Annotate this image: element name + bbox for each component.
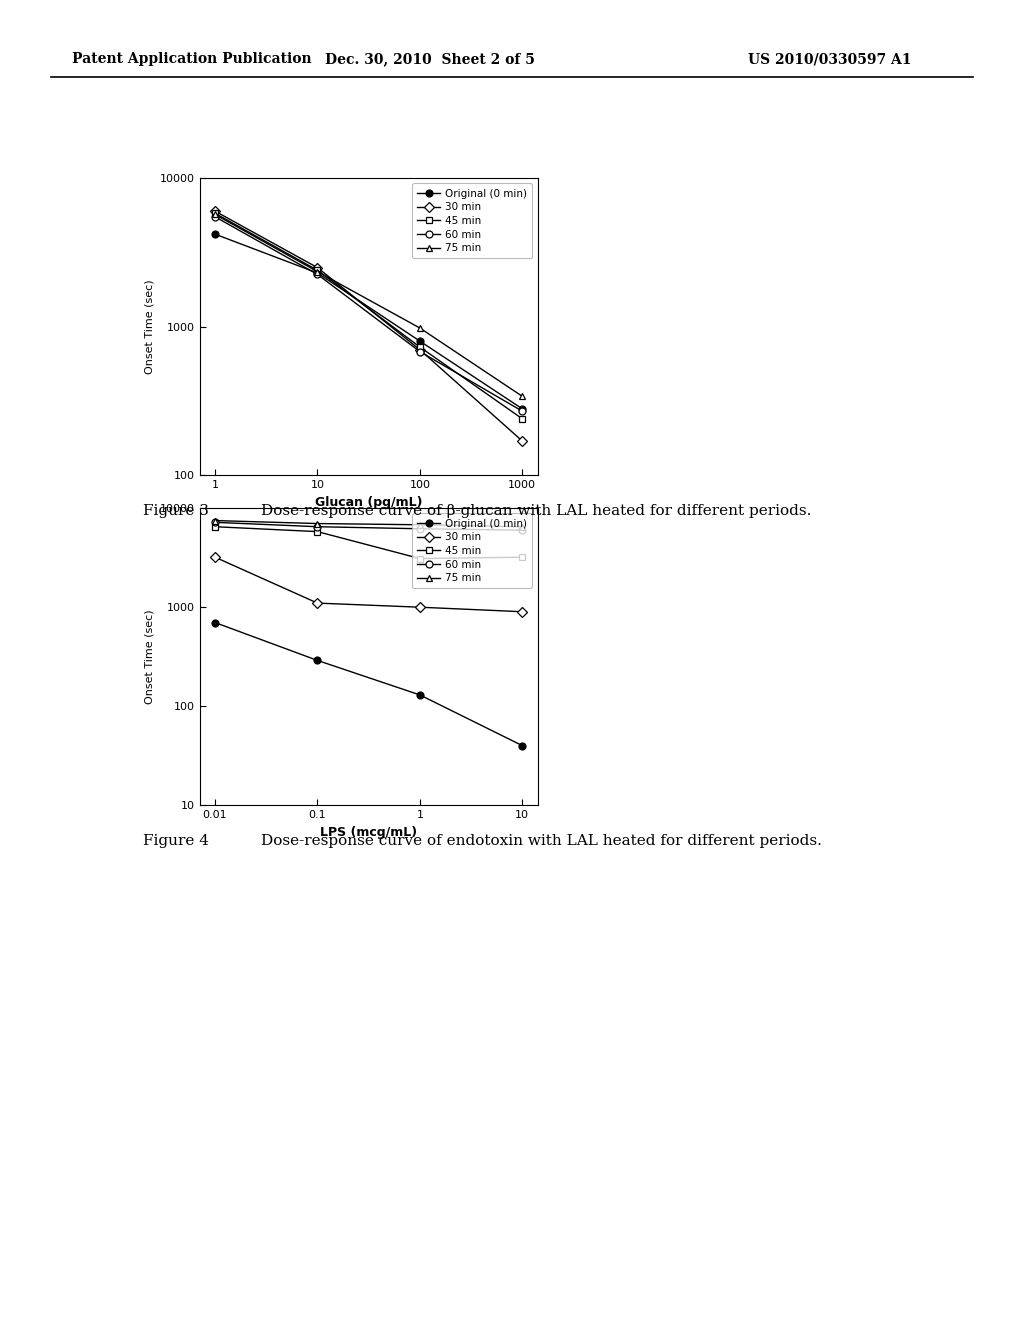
X-axis label: Glucan (pg/mL): Glucan (pg/mL) xyxy=(315,495,422,508)
Y-axis label: Onset Time (sec): Onset Time (sec) xyxy=(144,280,155,374)
Text: Dec. 30, 2010  Sheet 2 of 5: Dec. 30, 2010 Sheet 2 of 5 xyxy=(326,53,535,66)
45 min xyxy=(311,263,324,279)
30 min xyxy=(414,342,426,358)
45 min xyxy=(209,206,221,222)
Line: Original (0 min): Original (0 min) xyxy=(212,619,525,748)
30 min xyxy=(209,549,221,565)
75 min xyxy=(414,517,426,533)
Text: Figure 3: Figure 3 xyxy=(143,504,209,519)
Original (0 min) xyxy=(311,652,324,668)
Text: Figure 4: Figure 4 xyxy=(143,834,209,849)
Legend: Original (0 min), 30 min, 45 min, 60 min, 75 min: Original (0 min), 30 min, 45 min, 60 min… xyxy=(412,183,532,259)
60 min xyxy=(516,403,528,418)
75 min xyxy=(311,516,324,532)
45 min xyxy=(516,549,528,565)
30 min xyxy=(516,603,528,619)
75 min xyxy=(209,206,221,222)
60 min xyxy=(516,523,528,539)
Text: US 2010/0330597 A1: US 2010/0330597 A1 xyxy=(748,53,911,66)
60 min xyxy=(414,343,426,359)
75 min xyxy=(414,319,426,335)
Original (0 min) xyxy=(516,401,528,417)
60 min xyxy=(311,267,324,282)
75 min xyxy=(311,264,324,280)
45 min xyxy=(516,411,528,426)
Original (0 min) xyxy=(209,615,221,631)
Legend: Original (0 min), 30 min, 45 min, 60 min, 75 min: Original (0 min), 30 min, 45 min, 60 min… xyxy=(412,513,532,589)
Original (0 min) xyxy=(414,333,426,348)
Text: Dose-response curve of endotoxin with LAL heated for different periods.: Dose-response curve of endotoxin with LA… xyxy=(261,834,822,849)
Original (0 min) xyxy=(414,686,426,702)
Line: 45 min: 45 min xyxy=(212,210,525,422)
Text: Dose-response curve of β-glucan with LAL heated for different periods.: Dose-response curve of β-glucan with LAL… xyxy=(261,504,811,519)
Line: 75 min: 75 min xyxy=(212,211,525,400)
45 min xyxy=(311,524,324,540)
60 min xyxy=(311,519,324,535)
60 min xyxy=(209,515,221,531)
75 min xyxy=(516,519,528,535)
45 min xyxy=(414,339,426,355)
60 min xyxy=(209,209,221,224)
75 min xyxy=(516,388,528,404)
Line: 75 min: 75 min xyxy=(212,517,525,531)
Line: Original (0 min): Original (0 min) xyxy=(212,231,525,412)
Original (0 min) xyxy=(311,265,324,281)
Line: 45 min: 45 min xyxy=(212,523,525,562)
45 min xyxy=(209,519,221,535)
Line: 30 min: 30 min xyxy=(212,553,525,615)
Original (0 min) xyxy=(516,738,528,754)
30 min xyxy=(414,599,426,615)
30 min xyxy=(516,433,528,449)
Original (0 min) xyxy=(209,226,221,242)
30 min xyxy=(311,260,324,276)
Line: 30 min: 30 min xyxy=(212,207,525,445)
60 min xyxy=(414,521,426,537)
Line: 60 min: 60 min xyxy=(212,214,525,414)
30 min xyxy=(311,595,324,611)
Y-axis label: Onset Time (sec): Onset Time (sec) xyxy=(144,610,155,704)
75 min xyxy=(209,512,221,528)
Line: 60 min: 60 min xyxy=(212,519,525,533)
Text: Patent Application Publication: Patent Application Publication xyxy=(72,53,311,66)
45 min xyxy=(414,550,426,566)
30 min xyxy=(209,203,221,219)
X-axis label: LPS (mcg/mL): LPS (mcg/mL) xyxy=(321,825,417,838)
